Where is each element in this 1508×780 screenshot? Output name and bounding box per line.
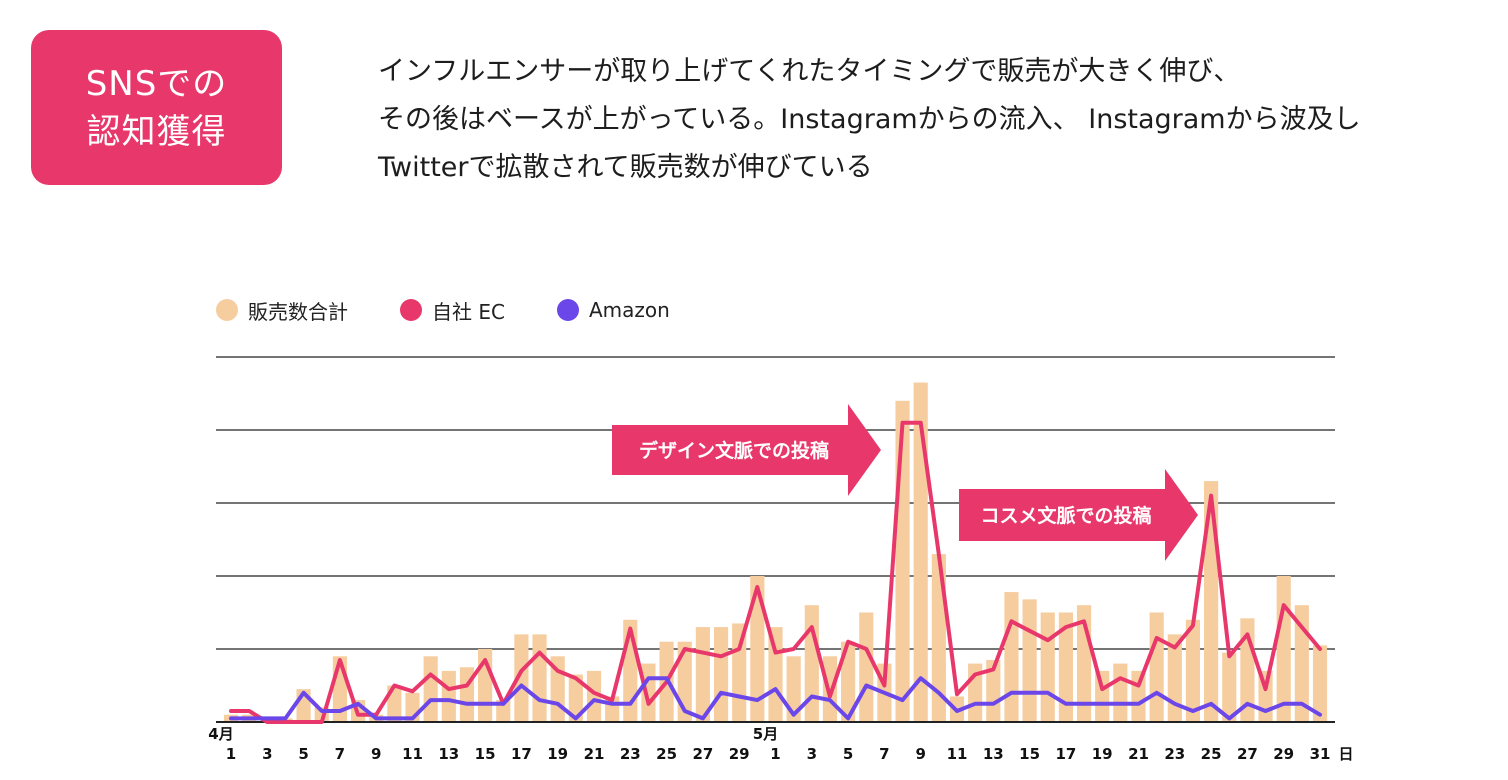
x-tick-label: 1 [770, 745, 780, 763]
legend-item-amazon: Amazon [556, 298, 670, 322]
x-tick-label: 29 [1273, 745, 1294, 763]
bar-total [1312, 645, 1328, 722]
bar-total [1022, 599, 1037, 722]
bar-total [1113, 663, 1128, 722]
x-tick-label: 19 [547, 745, 568, 763]
x-tick-label: 29 [729, 745, 750, 763]
bar-total [586, 670, 602, 722]
month-label: 5月 [753, 725, 778, 743]
bar-total [1040, 612, 1055, 722]
x-tick-label: 17 [1055, 745, 1076, 763]
legend-swatch-total [216, 299, 238, 321]
x-tick-label: 7 [879, 745, 889, 763]
topic-badge: SNSでの 認知獲得 [31, 30, 282, 185]
bar-total [1004, 592, 1019, 722]
bar-total [1149, 612, 1164, 722]
x-tick-label: 11 [947, 745, 968, 763]
legend-label-own-ec: 自社 EC [432, 299, 505, 324]
legend-label-amazon: Amazon [588, 298, 670, 322]
bar-total [641, 663, 656, 722]
x-tick-label: 31 [1310, 745, 1331, 763]
annotation-label: デザイン文脈での投稿 [639, 439, 829, 462]
annotation-arrow [959, 469, 1198, 561]
x-tick-label: 27 [1237, 745, 1258, 763]
x-tick-label: 13 [438, 745, 459, 763]
x-tick-label: 3 [807, 745, 817, 763]
bar-total [695, 627, 710, 722]
x-tick-label: 17 [511, 745, 532, 763]
bar-total [1222, 652, 1237, 722]
x-tick-label: 11 [402, 745, 423, 763]
headline: インフルエンサーが取り上げてくれたタイミングで販売が大きく伸び、 その後はベース… [378, 48, 1488, 192]
headline-line-3: Twitterで拡散されて販売数が伸びている [378, 152, 873, 183]
legend-item-own-ec: 自社 EC [400, 296, 505, 325]
x-tick-label: 21 [1128, 745, 1149, 763]
bar-total [786, 656, 801, 722]
bar-total [568, 674, 583, 722]
legend-swatch-own-ec [400, 299, 422, 321]
bar-total [986, 659, 1001, 722]
series-line-own-ec [229, 420, 1322, 724]
legend-item-total: 販売数合計 [216, 296, 348, 325]
x-axis-unit: 日 [1338, 745, 1353, 763]
legend-label-total: 販売数合計 [248, 299, 348, 324]
x-tick-label: 15 [1019, 745, 1040, 763]
bar-total [859, 612, 874, 722]
headline-line-2: その後はベースが上がっている。Instagramからの流入、 Instagram… [378, 104, 1361, 135]
x-tick-label: 21 [584, 745, 605, 763]
bar-total [423, 656, 438, 722]
x-tick-label: 13 [983, 745, 1004, 763]
x-tick-label: 9 [371, 745, 381, 763]
x-tick-label: 5 [298, 745, 308, 763]
x-tick-label: 7 [335, 745, 345, 763]
month-label: 4月 [208, 725, 233, 743]
badge-line-2: 認知獲得 [86, 111, 227, 152]
x-tick-label: 25 [656, 745, 677, 763]
bar-total [713, 627, 729, 722]
x-tick-label: 9 [915, 745, 925, 763]
bar-total [913, 382, 928, 722]
chart-legend: 販売数合計 自社 EC Amazon [216, 293, 722, 327]
x-tick-label: 5 [843, 745, 853, 763]
x-tick-label: 1 [226, 745, 236, 763]
x-tick-label: 19 [1092, 745, 1113, 763]
bar-total [804, 605, 819, 722]
annotation-arrow [612, 404, 881, 496]
x-tick-label: 27 [692, 745, 713, 763]
x-tick-label: 23 [620, 745, 641, 763]
legend-swatch-amazon [556, 299, 579, 321]
bar-total [1058, 612, 1073, 722]
bar-total [750, 576, 765, 722]
x-tick-label: 15 [475, 745, 496, 763]
bar-total [441, 670, 456, 722]
bar-total [514, 634, 529, 722]
annotation-label: コスメ文脈での投稿 [980, 504, 1151, 527]
x-tick-label: 3 [262, 745, 272, 763]
series-line-amazon [229, 676, 1322, 721]
bar-total [1185, 619, 1201, 722]
badge-line-1: SNSでの [85, 63, 228, 104]
x-tick-label: 23 [1164, 745, 1185, 763]
bar-total [532, 634, 547, 722]
bar-total [1276, 576, 1291, 722]
bar-total [1095, 670, 1110, 722]
bar-total [1131, 670, 1146, 722]
headline-line-1: インフルエンサーが取り上げてくれたタイミングで販売が大きく伸び、 [378, 56, 1241, 87]
x-tick-label: 25 [1201, 745, 1222, 763]
bar-total [841, 641, 856, 722]
